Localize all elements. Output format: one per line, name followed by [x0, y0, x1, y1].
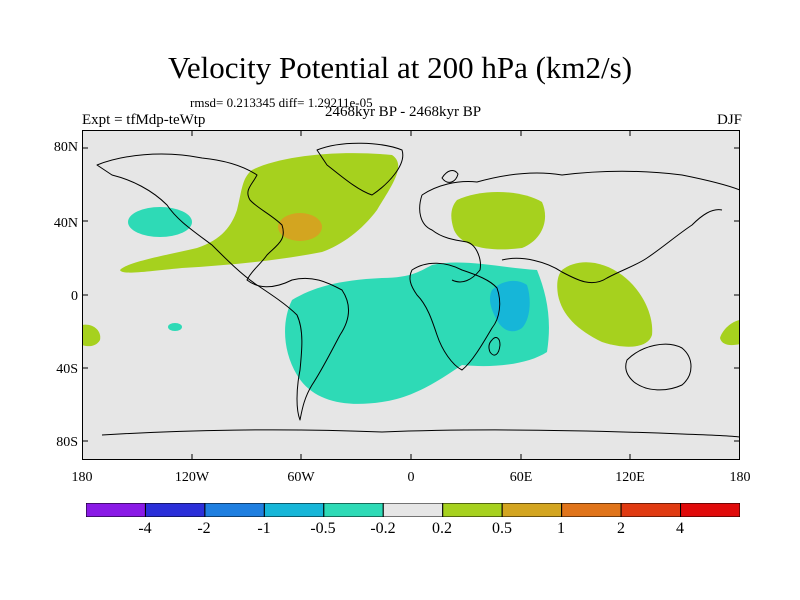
coastlines [96, 142, 740, 438]
colorbar-label: -4 [138, 520, 152, 537]
region-dateline-west-positive [82, 324, 101, 347]
region-eurasia-positive [451, 191, 546, 250]
colorbar-swatch [680, 503, 740, 517]
colorbar-label: -0.5 [310, 520, 336, 537]
region-east-africa-negative-core [489, 280, 530, 332]
colorbar-swatch [382, 503, 444, 517]
lon-label-120w: 120W [174, 470, 210, 485]
map-plot [82, 130, 740, 460]
lat-label-0: 0 [71, 289, 78, 304]
colorbar-label: 2 [617, 520, 625, 537]
lat-label-80s: 80S [56, 435, 78, 450]
lon-label-60e: 60E [509, 470, 533, 485]
region-eastern-us-positive-core [278, 213, 322, 241]
colorbar-swatch [442, 503, 503, 517]
region-indonesia-positive [557, 262, 653, 347]
colorbar-label: 1 [557, 520, 565, 537]
lat-label-40n: 40N [53, 216, 78, 231]
lat-label-80n: 80N [53, 140, 78, 155]
lon-label-180e: 180 [729, 470, 751, 485]
colorbar-label: 4 [676, 520, 684, 537]
colorbar-label: 0.5 [492, 520, 512, 537]
colorbar [86, 503, 740, 517]
colorbar-swatch [501, 503, 563, 517]
colorbar-swatch [620, 503, 682, 517]
greenland-coastline [316, 142, 404, 196]
antarctica-coastline [101, 429, 740, 438]
colorbar-swatch [144, 503, 206, 517]
madagascar-coastline [488, 337, 501, 356]
colorbar-label: -2 [197, 520, 211, 537]
lat-label-40s: 40S [56, 362, 78, 377]
south-asia-coastline [501, 209, 723, 284]
australia-coastline [625, 343, 692, 391]
map-title: Velocity Potential at 200 hPa (km2/s) [167, 50, 633, 85]
region-dateline-east-positive [720, 320, 740, 346]
colorbar-swatch [86, 503, 146, 517]
scandinavia-british-isles-coastline [441, 170, 459, 183]
africa-coastline [409, 262, 501, 371]
period-label: 2468kyr BP - 2468kyr BP [324, 104, 482, 120]
lon-label-180w: 180 [71, 470, 93, 485]
lon-label-60w: 60W [287, 470, 315, 485]
colorbar-swatch [323, 503, 384, 517]
colorbar-label: -0.2 [370, 520, 396, 537]
colorbar-swatch [204, 503, 265, 517]
lon-label-120e: 120E [615, 470, 645, 485]
region-africa-south-atlantic-negative [285, 262, 549, 404]
colorbar-label: 0.2 [432, 520, 452, 537]
rmsd-diff-stats: rmsd= 0.213345 diff= 1.29211e-05 [190, 95, 373, 110]
map-ticks [82, 130, 740, 460]
experiment-label: Expt = tfMdp-teWtp [82, 112, 206, 128]
lon-label-0: 0 [407, 470, 415, 485]
americas-coastline [96, 153, 349, 421]
eurasia-coastline [419, 170, 740, 283]
colorbar-swatch [263, 503, 325, 517]
region-northeast-pacific-negative [128, 207, 192, 237]
colorbar-swatch [561, 503, 622, 517]
region-north-america-atlantic-positive [120, 153, 399, 273]
season-label: DJF [716, 112, 742, 128]
region-south-pacific-negative-spot [168, 323, 182, 331]
colorbar-label: -1 [257, 520, 271, 537]
